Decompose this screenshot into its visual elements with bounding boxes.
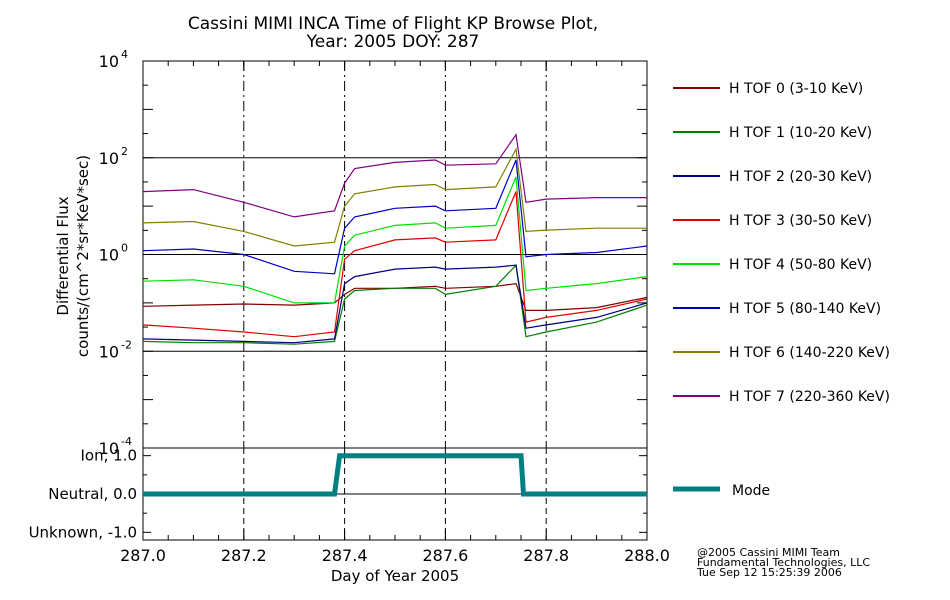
legend-label-h-tof-1: H TOF 1 (10-20 KeV)	[729, 125, 872, 141]
flux-y-tick-label-3: 10	[99, 342, 119, 361]
legend-label-h-tof-7: H TOF 7 (220-360 KeV)	[729, 389, 890, 405]
x-tick-label-2: 287.4	[322, 546, 368, 565]
mode-y-tick-label-2: Unknown, -1.0	[29, 523, 137, 541]
series-line-h-tof-3	[143, 192, 647, 337]
legend-label-h-tof-4: H TOF 4 (50-80 KeV)	[729, 257, 872, 273]
x-tick-label-3: 287.6	[422, 546, 468, 565]
x-tick-label-0: 287.0	[120, 546, 166, 565]
legend-label-h-tof-6: H TOF 6 (140-220 KeV)	[729, 345, 890, 361]
legend-label-h-tof-5: H TOF 5 (80-140 KeV)	[729, 301, 881, 317]
flux-y-tick-exponent-0: 4	[121, 48, 128, 61]
x-tick-label-4: 287.8	[523, 546, 569, 565]
y-axis-label-line1: Differential Flux	[54, 196, 72, 315]
x-tick-label-1: 287.2	[221, 546, 267, 565]
series-line-h-tof-7	[143, 135, 647, 217]
legend-label-h-tof-2: H TOF 2 (20-30 KeV)	[729, 169, 872, 185]
flux-y-tick-exponent-3: -2	[121, 338, 132, 351]
flux-y-tick-label-1: 10	[99, 149, 119, 168]
credit-line3: Tue Sep 12 15:25:39 2006	[696, 566, 842, 579]
chart-title-line1: Cassini MIMI INCA Time of Flight KP Brow…	[188, 14, 598, 34]
x-axis-label: Day of Year 2005	[331, 567, 459, 585]
series-line-h-tof-5	[143, 160, 647, 274]
x-tick-label-5: 288.0	[624, 546, 670, 565]
mode-panel	[143, 448, 647, 540]
legend-label-h-tof-0: H TOF 0 (3-10 KeV)	[729, 81, 863, 97]
flux-y-tick-exponent-2: 0	[121, 242, 128, 255]
series-line-mode	[143, 456, 647, 494]
legend: H TOF 0 (3-10 KeV) H TOF 1 (10-20 KeV) H T…	[673, 81, 890, 499]
legend-label-h-tof-3: H TOF 3 (30-50 KeV)	[729, 213, 872, 229]
mode-y-tick-label-1: Neutral, 0.0	[48, 485, 137, 503]
series-line-h-tof-0	[143, 284, 647, 311]
mode-y-tick-label-0: Ion, 1.0	[81, 447, 138, 465]
legend-label-mode: Mode	[732, 483, 770, 499]
flux-y-tick-label-2: 10	[99, 246, 119, 265]
flux-y-tick-exponent-1: 2	[121, 145, 128, 158]
flux-panel	[143, 61, 647, 448]
chart-title-line2: Year: 2005 DOY: 287	[306, 32, 480, 52]
flux-y-tick-label-0: 10	[99, 52, 119, 71]
series-line-h-tof-6	[143, 149, 647, 246]
y-axis-label-line2: counts/(cm^2*sr*KeV*sec)	[74, 155, 92, 357]
